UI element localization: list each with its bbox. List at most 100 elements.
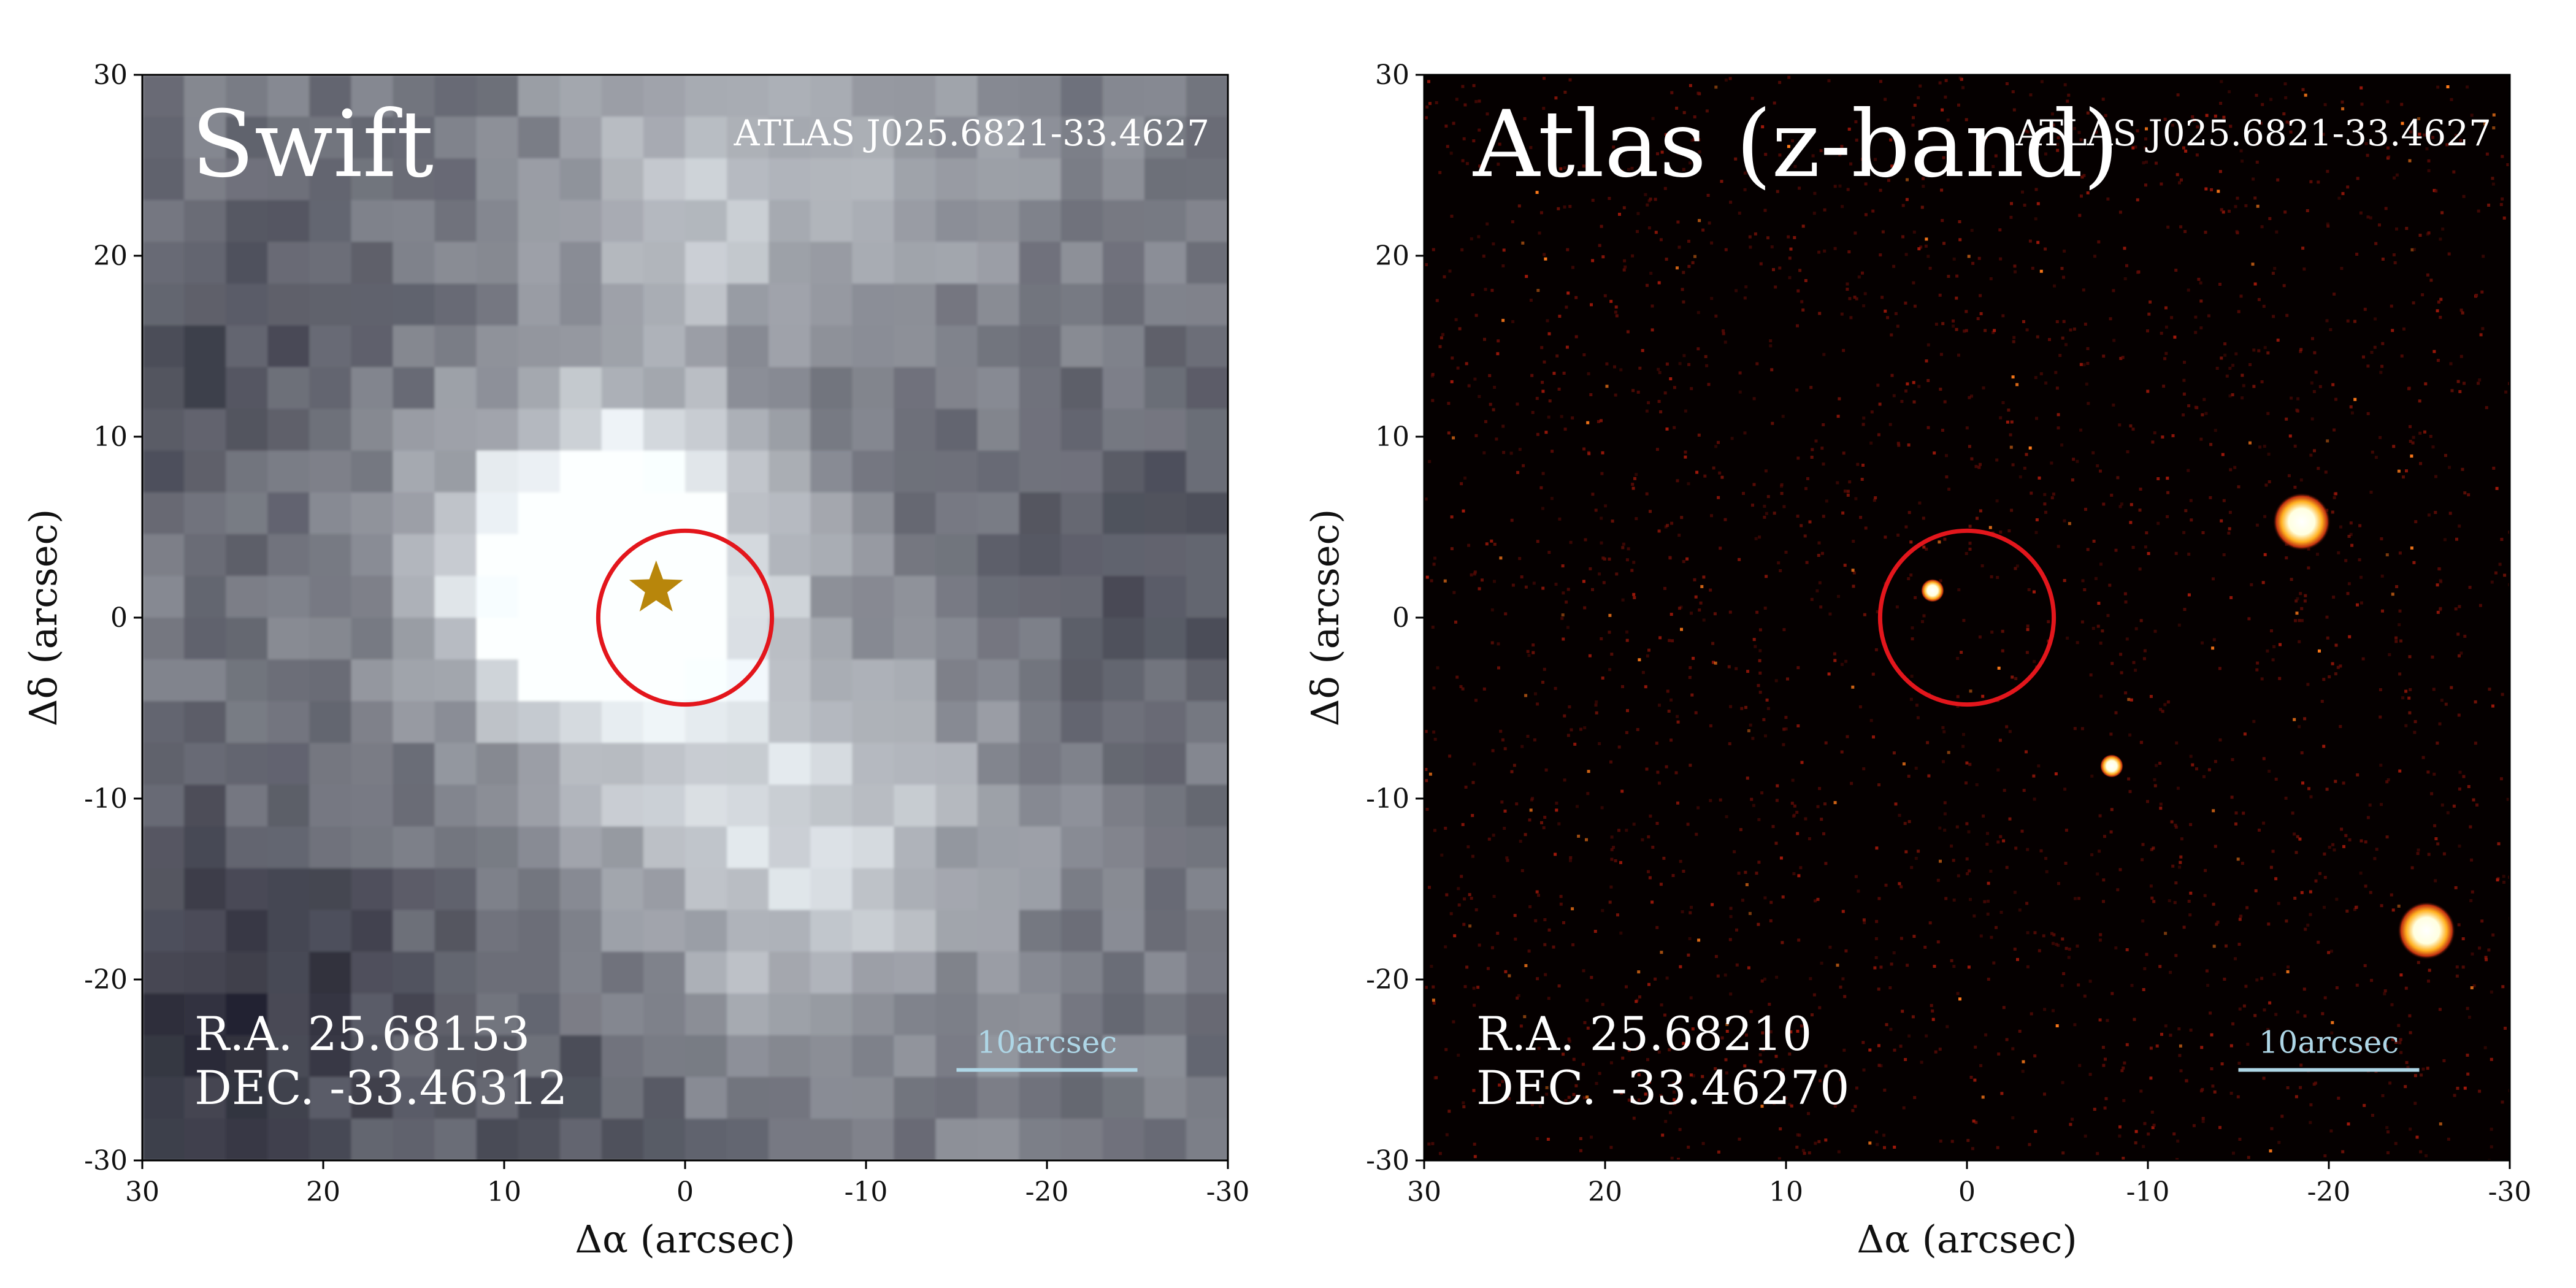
noise-speckle [1501, 1079, 1505, 1083]
noise-speckle [2173, 335, 2177, 339]
y-tick-label: 10 [1375, 421, 1409, 453]
noise-speckle [2439, 315, 2442, 319]
noise-speckle [2310, 381, 2313, 385]
noise-speckle [1708, 221, 1711, 225]
noise-speckle [2433, 824, 2437, 827]
noise-speckle [2014, 567, 2017, 570]
noise-speckle [1695, 832, 1698, 836]
noise-speckle [2222, 499, 2226, 502]
noise-speckle [2000, 1092, 2004, 1095]
image-pixel [601, 75, 644, 118]
noise-speckle [2209, 1011, 2212, 1015]
noise-speckle [2069, 328, 2072, 332]
noise-speckle [1766, 236, 1769, 240]
noise-speckle [1877, 1044, 1880, 1048]
noise-speckle [1801, 308, 1805, 312]
noise-speckle [1769, 1030, 1773, 1033]
image-pixel [559, 701, 602, 744]
image-pixel [810, 158, 853, 201]
noise-speckle [1862, 1068, 1866, 1072]
noise-speckle [2212, 902, 2215, 906]
noise-speckle [1697, 138, 1701, 142]
noise-speckle [2293, 897, 2297, 900]
x-axis-label: Δα (arcsec) [575, 1217, 795, 1262]
noise-speckle [2201, 1087, 2204, 1091]
image-pixel [393, 618, 435, 661]
noise-speckle [1680, 627, 1683, 631]
noise-speckle [1518, 448, 1522, 451]
noise-speckle [2337, 196, 2341, 200]
noise-speckle [2394, 636, 2398, 640]
noise-speckle [2176, 93, 2180, 97]
noise-speckle [2432, 772, 2436, 776]
noise-speckle [1677, 607, 1681, 610]
noise-speckle [2300, 891, 2304, 894]
noise-speckle [2287, 474, 2291, 478]
image-pixel [267, 910, 310, 953]
noise-speckle [1979, 509, 1982, 513]
noise-speckle [2136, 198, 2139, 202]
noise-speckle [2089, 673, 2093, 677]
image-pixel [351, 117, 394, 159]
image-pixel [685, 618, 728, 661]
noise-speckle [2028, 239, 2032, 243]
noise-speckle [1539, 211, 1543, 215]
image-pixel [1102, 75, 1145, 118]
image-pixel [559, 993, 602, 1036]
image-pixel [1186, 1076, 1228, 1119]
noise-speckle [2166, 700, 2170, 703]
noise-speckle [1529, 146, 1533, 150]
noise-speckle [1836, 481, 1839, 485]
noise-speckle [1436, 666, 1439, 670]
noise-speckle [1723, 518, 1727, 521]
noise-speckle [1568, 78, 1572, 82]
noise-speckle [2417, 960, 2420, 964]
image-pixel [476, 200, 519, 243]
noise-speckle [2076, 945, 2079, 948]
noise-speckle [1676, 220, 1680, 224]
noise-speckle [1438, 345, 1442, 348]
image-pixel [1144, 784, 1187, 827]
noise-speckle [1671, 639, 1674, 643]
noise-speckle [1694, 595, 1698, 599]
image-pixel [685, 450, 728, 493]
noise-speckle [2339, 525, 2342, 529]
noise-speckle [2262, 757, 2266, 761]
noise-speckle [1906, 964, 1909, 967]
noise-speckle [2241, 862, 2244, 865]
noise-speckle [2506, 163, 2510, 166]
noise-speckle [2163, 357, 2167, 361]
noise-speckle [2184, 149, 2188, 153]
noise-speckle [1941, 219, 1944, 222]
image-pixel [977, 450, 1020, 493]
noise-speckle [2131, 146, 2135, 150]
noise-speckle [1968, 542, 1972, 545]
noise-speckle [1717, 440, 1720, 444]
noise-speckle [2497, 842, 2501, 846]
noise-speckle [2228, 510, 2232, 514]
noise-speckle [2312, 390, 2316, 393]
image-pixel [977, 575, 1020, 618]
noise-speckle [1666, 524, 1669, 527]
noise-speckle [2322, 745, 2326, 748]
noise-speckle [2229, 468, 2233, 472]
image-pixel [434, 910, 477, 953]
noise-speckle [1530, 374, 1534, 377]
noise-speckle [1919, 160, 1923, 164]
noise-speckle [2331, 383, 2335, 386]
noise-speckle [1637, 1098, 1641, 1102]
image-pixel [894, 534, 937, 577]
image-pixel [518, 492, 561, 535]
noise-speckle [1705, 364, 1709, 367]
image-pixel [1060, 75, 1103, 118]
noise-speckle [2156, 477, 2160, 480]
noise-speckle [2379, 688, 2382, 691]
noise-speckle [2441, 227, 2445, 231]
image-pixel [309, 910, 352, 953]
noise-speckle [2399, 973, 2403, 977]
image-pixel [267, 701, 310, 744]
image-pixel [1144, 200, 1187, 243]
noise-speckle [1861, 1041, 1865, 1045]
noise-speckle [2169, 970, 2172, 974]
noise-speckle [2415, 1135, 2419, 1139]
